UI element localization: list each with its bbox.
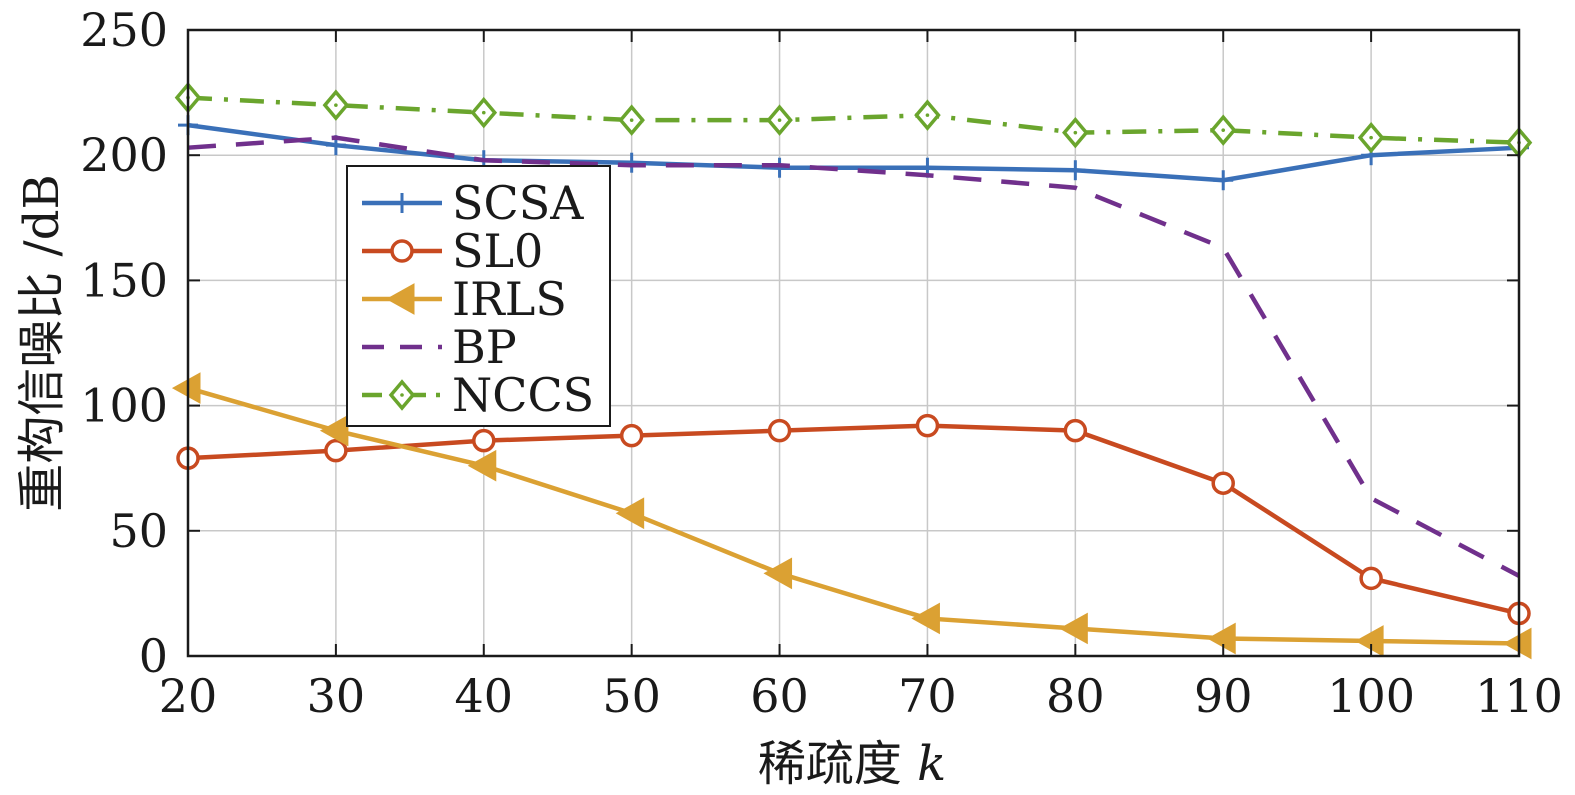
data-point-irls <box>1207 622 1236 655</box>
legend-label-sl0: SL0 <box>452 224 543 278</box>
x-tick-label: 70 <box>898 669 957 723</box>
legend-marker-nccs <box>388 379 416 411</box>
x-tick-label: 60 <box>750 669 809 723</box>
y-tick-label: 150 <box>80 253 168 307</box>
series-sl0 <box>176 413 1531 626</box>
x-tick-label: 20 <box>159 669 218 723</box>
y-tick-label: 100 <box>80 379 168 433</box>
legend-entry-bp: BP <box>362 320 517 374</box>
series-nccs <box>174 81 1533 159</box>
series-line-irls <box>187 385 1520 646</box>
data-point-irls <box>171 372 201 404</box>
data-point-irls <box>911 602 940 635</box>
data-point-nccs <box>618 104 645 136</box>
data-point-nccs <box>1209 114 1237 146</box>
x-tick-labels: 20 30 40 50 60 70 80 90 100 110 <box>159 30 1563 723</box>
legend-label-bp: BP <box>452 320 517 374</box>
y-tick-labels: 0 50 100 150 200 250 <box>80 3 1519 683</box>
y-tick-label: 50 <box>109 504 168 558</box>
data-point-sl0 <box>324 438 348 463</box>
data-point-sl0 <box>1063 418 1088 443</box>
series-line-sl0 <box>187 423 1520 616</box>
data-point-sl0 <box>767 418 792 443</box>
x-tick-label: 50 <box>602 669 661 723</box>
data-point-irls <box>1355 625 1384 657</box>
legend-entry-scsa: SCSA <box>362 176 584 230</box>
x-tick-label: 30 <box>307 669 366 723</box>
data-point-sl0 <box>619 423 644 448</box>
data-point-irls <box>615 497 645 530</box>
data-point-irls <box>1502 627 1532 660</box>
legend-entry-nccs: NCCS <box>362 368 594 422</box>
data-point-sl0 <box>1359 566 1383 591</box>
y-axis-label: 重构信噪比 /dB <box>14 174 70 511</box>
x-tick-label: 90 <box>1194 669 1253 723</box>
data-point-nccs <box>1062 116 1089 149</box>
legend-marker-sl0 <box>390 239 414 263</box>
data-point-nccs <box>914 99 941 131</box>
legend-marker-irls <box>385 283 415 315</box>
y-tick-label: 250 <box>80 3 168 57</box>
data-point-nccs <box>1357 121 1385 154</box>
data-point-sl0 <box>915 413 940 438</box>
x-tick-label: 100 <box>1327 669 1415 723</box>
data-point-irls <box>319 414 349 447</box>
legend-label-irls: IRLS <box>452 272 567 326</box>
legend-label-nccs: NCCS <box>452 368 594 422</box>
y-tick-label: 200 <box>80 128 168 182</box>
x-tick-label: 80 <box>1046 669 1105 723</box>
legend-label-scsa: SCSA <box>452 176 584 230</box>
data-point-irls <box>467 449 497 482</box>
data-point-scsa <box>621 152 642 173</box>
data-point-scsa <box>1065 160 1086 181</box>
data-point-nccs <box>322 89 350 121</box>
plot-frame <box>186 28 1521 658</box>
data-point-scsa <box>1213 170 1234 191</box>
legend-entry-sl0: SL0 <box>362 224 543 278</box>
data-point-nccs <box>470 96 498 129</box>
data-point-sl0 <box>472 428 496 453</box>
data-point-sl0 <box>1211 471 1235 495</box>
series-irls <box>171 372 1532 660</box>
y-tick-label: 0 <box>139 629 168 683</box>
legend-marker-scsa <box>392 193 412 213</box>
legend-entry-irls: IRLS <box>362 272 567 326</box>
series-line-scsa <box>187 122 1520 183</box>
x-tick-label: 110 <box>1475 669 1563 723</box>
data-point-irls <box>763 557 793 590</box>
x-tick-label: 40 <box>455 669 514 723</box>
data-point-irls <box>1059 612 1088 645</box>
series-line-nccs <box>187 95 1520 145</box>
data-point-nccs <box>766 104 793 136</box>
legend-box <box>346 165 611 427</box>
x-axis-label: 稀疏度 k <box>758 736 946 792</box>
